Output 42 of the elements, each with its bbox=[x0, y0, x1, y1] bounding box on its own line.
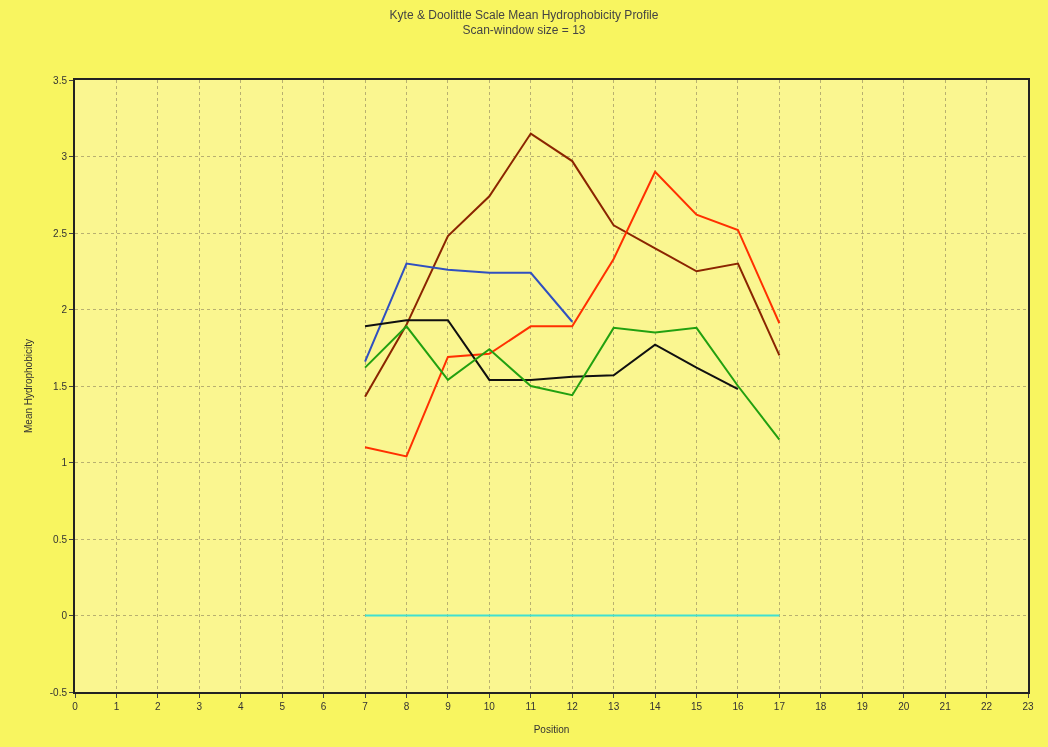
x-tick-label: 7 bbox=[362, 701, 369, 712]
x-tick-label: 2 bbox=[155, 701, 162, 712]
x-tick-label: 1 bbox=[113, 701, 120, 712]
x-tick-label: 19 bbox=[856, 701, 869, 712]
x-tick-label: 6 bbox=[320, 701, 327, 712]
x-tick-label: 12 bbox=[566, 701, 579, 712]
chart-title: Kyte & Doolittle Scale Mean Hydrophobicity Profile bbox=[389, 7, 659, 22]
x-tick-label: 14 bbox=[649, 701, 662, 712]
x-axis-title: Position bbox=[533, 724, 570, 735]
x-tick-label: 15 bbox=[690, 701, 703, 712]
y-tick-label: 2 bbox=[61, 304, 68, 315]
x-tick-label: 21 bbox=[939, 701, 952, 712]
line-series bbox=[364, 170, 781, 458]
y-tick-label: 0.5 bbox=[53, 533, 68, 545]
y-tick-label: 3.5 bbox=[53, 74, 68, 86]
x-tick-label: 22 bbox=[981, 701, 993, 712]
y-tick-label: 2.5 bbox=[53, 227, 68, 239]
y-tick-label: 0 bbox=[61, 610, 68, 621]
y-tick-label: -0.5 bbox=[49, 686, 68, 698]
line-series bbox=[364, 262, 574, 363]
x-tick-label: 3 bbox=[196, 701, 203, 712]
chart-subtitle: Scan-window size = 13 bbox=[462, 23, 586, 38]
x-tick-label: 16 bbox=[732, 701, 744, 712]
y-tick-label: 1.5 bbox=[53, 380, 68, 392]
x-tick-label: 5 bbox=[279, 701, 286, 712]
x-tick-label: 8 bbox=[403, 701, 410, 712]
x-tick-label: 10 bbox=[483, 701, 496, 712]
x-tick-label: 4 bbox=[237, 701, 244, 712]
line-series bbox=[364, 319, 739, 391]
x-tick-label: 20 bbox=[898, 701, 910, 712]
y-tick-label: 1 bbox=[61, 457, 68, 468]
x-tick-label: 23 bbox=[1022, 701, 1034, 712]
line-series bbox=[364, 325, 781, 441]
x-tick-label: 11 bbox=[525, 701, 537, 712]
x-tick-label: 17 bbox=[773, 701, 786, 712]
x-tick-label: 13 bbox=[608, 701, 620, 712]
y-tick-label: 3 bbox=[61, 151, 68, 162]
x-tick-label: 0 bbox=[72, 701, 79, 712]
y-axis-title: Mean Hydrophobicity bbox=[23, 339, 35, 433]
x-tick-label: 9 bbox=[445, 701, 452, 712]
line-series bbox=[364, 132, 781, 398]
x-tick-label: 18 bbox=[815, 701, 827, 712]
